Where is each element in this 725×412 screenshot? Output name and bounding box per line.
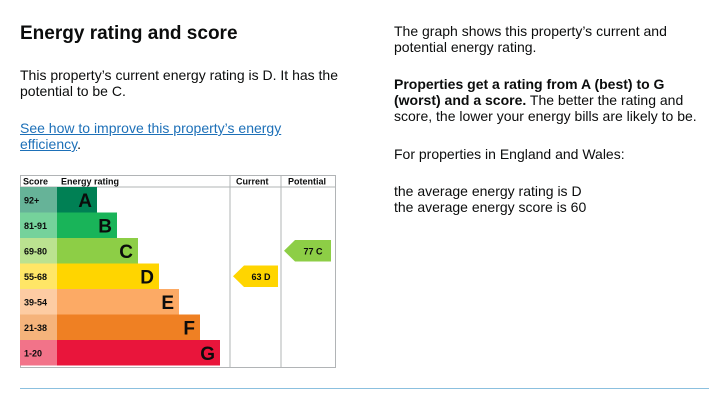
- rating-explanation-rest: The better the rating and score, the low…: [394, 92, 697, 124]
- link-suffix: .: [77, 136, 81, 152]
- score-range-c: 69-80: [24, 246, 47, 256]
- band-letter-d: D: [140, 267, 154, 288]
- page-title: Energy rating and score: [20, 23, 238, 44]
- score-cell-d: [20, 263, 57, 289]
- score-range-f: 21-38: [24, 323, 47, 333]
- average-rating: the average energy rating is D: [394, 183, 582, 199]
- section-divider: [20, 388, 709, 389]
- band-bar-a: [57, 187, 97, 213]
- band-bar-f: [57, 314, 200, 340]
- score-range-b: 81-91: [24, 221, 47, 231]
- band-bar-d: [57, 263, 159, 289]
- energy-rating-header: Energy rating: [61, 177, 119, 187]
- band-bar-c: [57, 238, 138, 264]
- score-range-g: 1-20: [24, 348, 42, 358]
- band-letter-c: C: [119, 242, 133, 263]
- rating-explanation-bold: Properties get a rating from A (best) to…: [394, 76, 665, 108]
- potential-rating-label: 77 C: [303, 246, 323, 256]
- score-cell-b: [20, 212, 57, 238]
- score-header: Score: [23, 177, 48, 187]
- score-cell-g: [20, 340, 57, 366]
- improve-efficiency-link[interactable]: See how to improve this property’s energ…: [20, 120, 282, 152]
- graph-description: The graph shows this property’s current …: [394, 23, 667, 55]
- current-rating-text: This property’s current energy rating is…: [20, 67, 338, 99]
- rating-explanation-text: Properties get a rating from A (best) to…: [394, 76, 714, 124]
- region-note: For properties in England and Wales:: [394, 146, 625, 162]
- potential-header: Potential: [288, 177, 326, 187]
- band-letter-g: G: [200, 344, 215, 365]
- score-cell-c: [20, 238, 57, 264]
- score-range-d: 55-68: [24, 272, 47, 282]
- score-cell-f: [20, 314, 57, 340]
- band-letter-f: F: [183, 318, 195, 339]
- score-range-e: 39-54: [24, 297, 47, 307]
- band-letter-b: B: [98, 216, 112, 237]
- potential-arrow: [284, 240, 331, 262]
- score-cell-a: [20, 187, 57, 213]
- band-bar-g: [57, 340, 220, 366]
- rating-explanation: The graph shows this property’s current …: [394, 23, 714, 215]
- current-arrow: [233, 265, 278, 287]
- band-bar-e: [57, 289, 179, 315]
- band-letter-a: A: [78, 191, 92, 212]
- energy-rating-svg: Score Energy rating Current Potential 92+ A 81…: [20, 175, 336, 368]
- band-bar-b: [57, 212, 117, 238]
- score-cell-e: [20, 289, 57, 315]
- average-score: the average energy score is 60: [394, 199, 587, 215]
- improve-efficiency-paragraph: See how to improve this property’s energ…: [20, 120, 340, 152]
- energy-rating-chart: Score Energy rating Current Potential 92+ A 81…: [20, 175, 336, 368]
- current-rating-label: 63 D: [251, 272, 271, 282]
- score-range-a: 92+: [24, 195, 39, 205]
- band-letter-e: E: [161, 293, 174, 314]
- current-header: Current: [236, 177, 269, 187]
- energy-summary: Energy rating and score This property’s …: [20, 22, 340, 152]
